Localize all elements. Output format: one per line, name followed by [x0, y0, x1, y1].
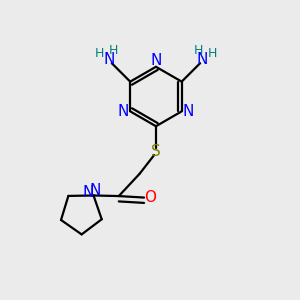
Text: H: H [208, 47, 217, 60]
Text: S: S [151, 144, 161, 159]
Text: O: O [145, 190, 157, 205]
Text: N: N [182, 104, 194, 119]
Text: N: N [150, 53, 162, 68]
Text: H: H [194, 44, 204, 57]
Text: N: N [89, 183, 101, 198]
Text: H: H [108, 44, 118, 57]
Text: N: N [118, 104, 129, 119]
Text: N: N [197, 52, 208, 67]
Text: H: H [94, 47, 104, 60]
Text: N: N [82, 185, 94, 200]
Text: N: N [104, 52, 115, 67]
